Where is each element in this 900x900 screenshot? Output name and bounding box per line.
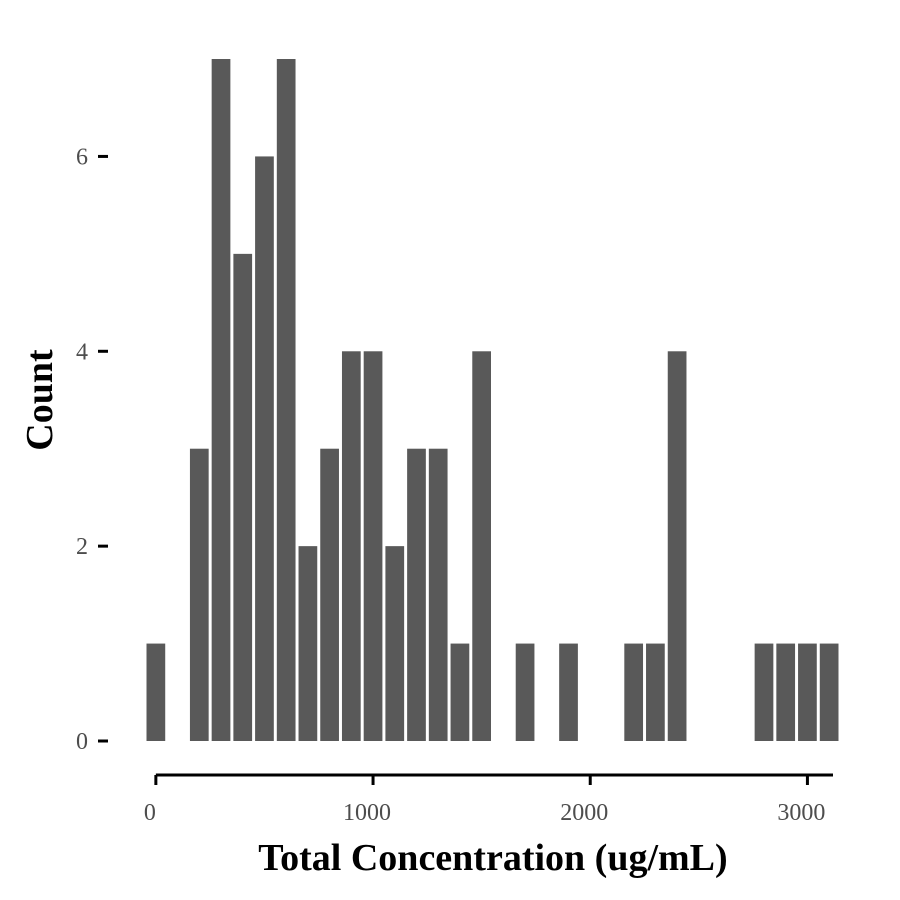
y-axis-title: Count: [19, 349, 61, 451]
x-tick-label: 3000: [777, 800, 825, 826]
histogram-bar: [298, 546, 318, 741]
y-tick-label: 6: [76, 144, 88, 170]
histogram-bar: [472, 351, 491, 741]
histogram-bar: [211, 59, 231, 741]
histogram-bar: [754, 643, 774, 741]
histogram-bar: [363, 351, 383, 741]
histogram-bar: [798, 643, 817, 741]
histogram-bar: [624, 643, 644, 741]
histogram-bar: [385, 546, 405, 741]
y-tick-label: 0: [76, 729, 88, 755]
histogram-bar: [559, 643, 578, 741]
x-tick-label: 2000: [560, 800, 608, 826]
histogram-bar: [189, 448, 209, 741]
y-axis: 0 2 4 6: [76, 144, 108, 755]
histogram-bar: [428, 448, 448, 741]
x-axis-title: Total Concentration (ug/mL): [258, 837, 727, 879]
bars-group: [146, 59, 839, 742]
histogram-bar: [515, 643, 535, 741]
histogram-bar: [450, 643, 470, 741]
histogram-bar: [146, 643, 166, 741]
histogram-bar: [776, 643, 796, 741]
histogram-bar: [341, 351, 361, 741]
x-axis: 0 1000 2000 3000: [144, 773, 833, 826]
histogram-bar: [320, 448, 339, 741]
histogram-bar: [276, 59, 296, 741]
y-tick-label: 4: [76, 339, 88, 365]
histogram-bar: [233, 253, 253, 742]
histogram-bar: [646, 643, 665, 741]
x-tick-label: 1000: [343, 800, 391, 826]
histogram-bar: [667, 351, 687, 741]
histogram-bar: [255, 156, 274, 741]
histogram-bar: [819, 643, 839, 741]
x-tick-label: 0: [144, 800, 156, 826]
y-tick-label: 2: [76, 534, 88, 560]
histogram-bar: [407, 448, 426, 741]
